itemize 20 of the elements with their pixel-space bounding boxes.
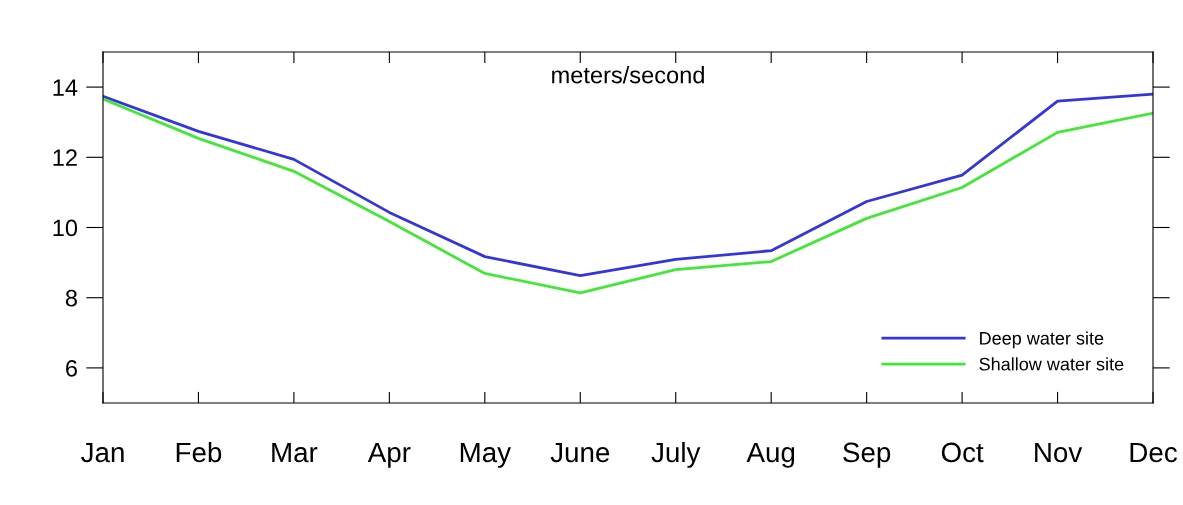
x-tick-label: Sep — [843, 442, 891, 468]
x-tick-label: July — [651, 441, 701, 468]
x-tick-label: Dec — [1130, 442, 1177, 463]
x-tick-label: Aug — [746, 442, 795, 468]
x-tick-label: Nov — [1035, 442, 1083, 463]
x-tick-label: Feb — [176, 441, 222, 463]
x-tick-label: May — [460, 442, 512, 468]
legend-label: Deep water site — [980, 331, 1104, 349]
y-tick-label: 8 — [65, 289, 77, 307]
legend-label: Shallow water site — [979, 357, 1124, 371]
x-tick-label: Mar — [272, 442, 318, 463]
x-tick-label: June — [550, 442, 610, 463]
y-tick-label: 10 — [53, 219, 78, 237]
x-tick-label: Oct — [941, 442, 984, 463]
y-tick-label: 14 — [53, 79, 78, 96]
chart-title: meters/second — [552, 66, 704, 84]
y-tick-label: 6 — [66, 359, 77, 377]
x-tick-label: Jan — [81, 442, 124, 463]
x-tick-label: Apr — [367, 442, 411, 468]
y-tick-label: 12 — [53, 149, 77, 166]
